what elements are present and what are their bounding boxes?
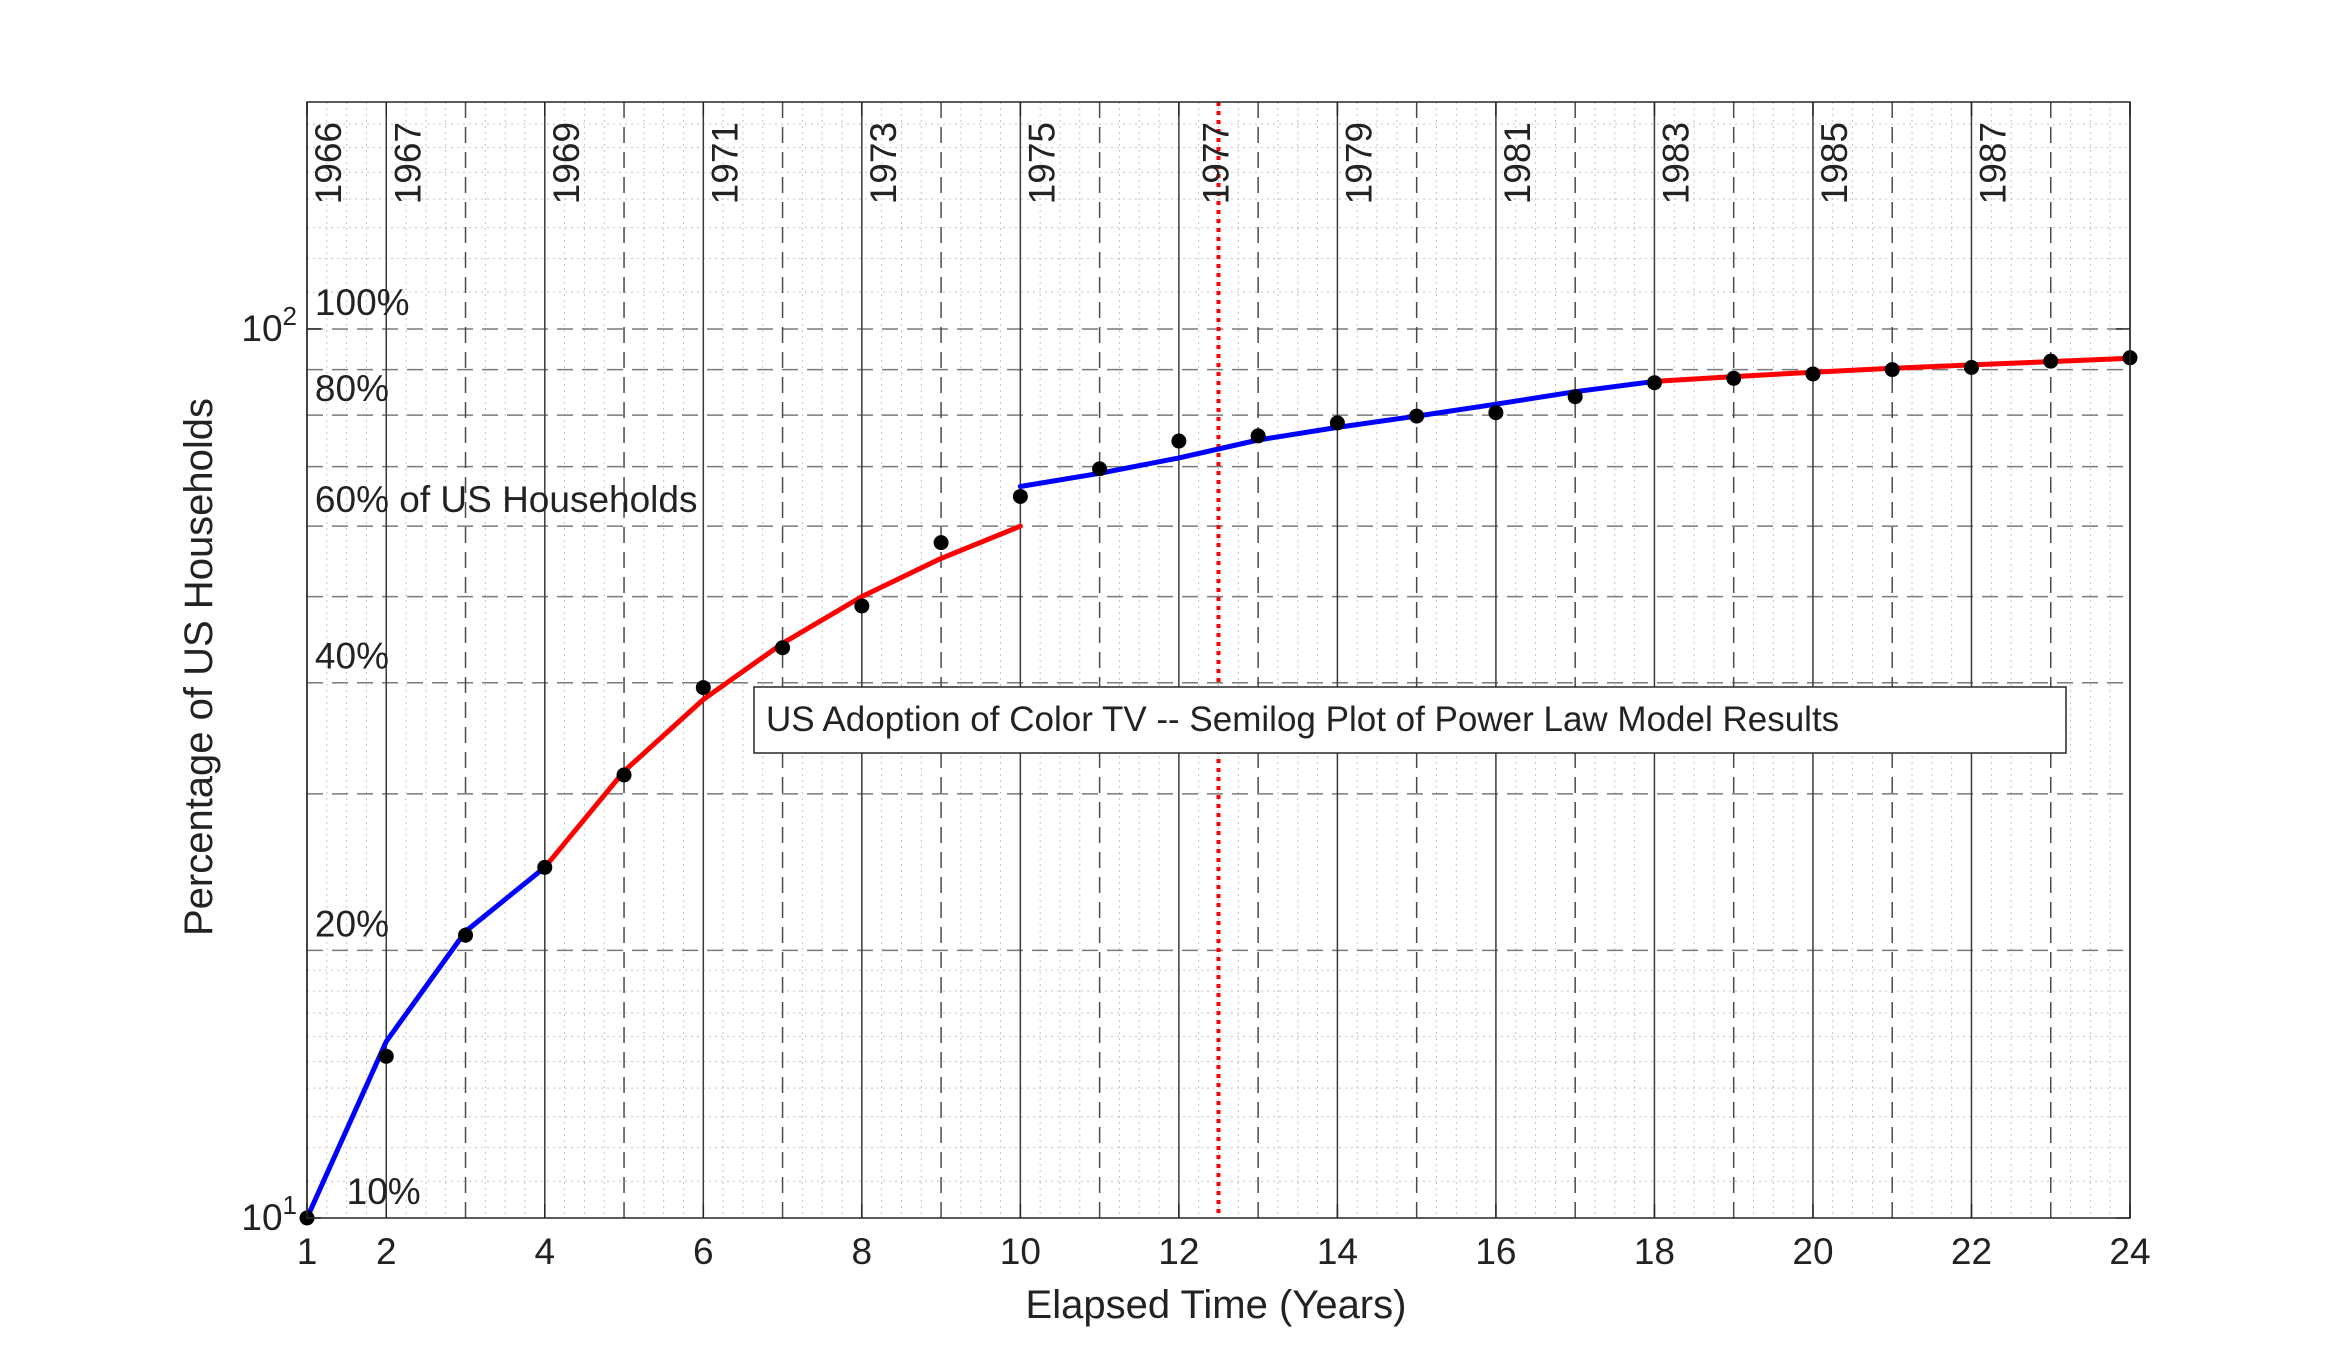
y-tick-base: 10 — [241, 1197, 282, 1238]
data-point — [1567, 389, 1583, 405]
percent-labels: 10% 20% 40% 60% of US Households 80% 100% — [315, 282, 698, 1212]
data-point — [1726, 370, 1742, 386]
x-axis-label: Elapsed Time (Years) — [1026, 1283, 1407, 1327]
legend-frame — [753, 686, 2067, 754]
y-tick-exponent: 2 — [283, 301, 297, 331]
year-label: 1987 — [1973, 122, 2014, 204]
x-tick-label: 1 — [297, 1231, 318, 1272]
x-tick-label: 24 — [2109, 1231, 2150, 1272]
percent-label: 20% — [315, 903, 389, 944]
x-tick-label: 16 — [1475, 1231, 1516, 1272]
plot-frame — [306, 101, 2131, 1219]
year-label: 1966 — [308, 122, 349, 204]
year-label: 1981 — [1497, 122, 1538, 204]
percent-label: 100% — [315, 282, 410, 323]
x-tick-label: 8 — [852, 1231, 873, 1272]
year-label: 1973 — [863, 122, 904, 204]
year-label: 1975 — [1021, 122, 1062, 204]
data-point — [1250, 428, 1266, 444]
data-point — [1171, 433, 1187, 449]
x-tick-label: 22 — [1951, 1231, 1992, 1272]
chart-title: US Adoption of Color TV -- Semilog Plot … — [766, 700, 1839, 739]
percent-label: 10% — [347, 1171, 421, 1212]
percent-label: 80% — [315, 368, 389, 409]
percent-label: 40% — [315, 636, 389, 677]
data-point — [378, 1048, 394, 1064]
x-tick-label: 4 — [534, 1231, 555, 1272]
year-label: 1985 — [1814, 122, 1855, 204]
y-tick-base: 10 — [241, 308, 282, 349]
data-point — [1884, 362, 1900, 378]
series-line — [304, 864, 548, 1221]
data-point — [1963, 359, 1979, 375]
year-labels: 1966 1967 1969 1971 1973 1975 1977 1979 1981 1983… — [308, 122, 2014, 204]
data-point — [854, 598, 870, 614]
y-tick-label: 102 — [241, 301, 297, 349]
data-point — [1092, 461, 1108, 477]
year-label: 1977 — [1196, 122, 1237, 204]
data-point — [2043, 353, 2059, 369]
data-point — [1488, 405, 1504, 421]
x-tick-label: 6 — [693, 1231, 714, 1272]
x-tick-label: 10 — [1000, 1231, 1041, 1272]
data-point — [1329, 415, 1345, 431]
x-tick-label: 14 — [1317, 1231, 1358, 1272]
x-tick-label: 18 — [1634, 1231, 1675, 1272]
percent-label: 60% of US Households — [315, 479, 698, 520]
data-point — [775, 640, 791, 656]
x-tick-label: 12 — [1158, 1231, 1199, 1272]
x-tick-label: 2 — [376, 1231, 397, 1272]
data-point — [933, 535, 949, 551]
year-label: 1971 — [704, 122, 745, 204]
points-layer — [299, 350, 2138, 1226]
data-point — [1805, 366, 1821, 382]
year-label: 1979 — [1338, 122, 1379, 204]
y-tick-label: 101 — [241, 1190, 297, 1238]
chart-title-legend: US Adoption of Color TV -- Semilog Plot … — [753, 686, 2067, 754]
data-point — [1012, 488, 1028, 504]
data-point — [616, 767, 632, 783]
data-point — [695, 680, 711, 696]
data-point — [1409, 408, 1425, 424]
data-point — [458, 927, 474, 943]
year-label: 1967 — [387, 122, 428, 204]
data-point — [537, 859, 553, 875]
y-tick-exponent: 1 — [283, 1190, 297, 1220]
data-point — [1646, 375, 1662, 391]
x-tick-label: 20 — [1792, 1231, 1833, 1272]
year-label: 1983 — [1655, 122, 1696, 204]
y-axis-label: Percentage of US Households — [177, 398, 221, 936]
year-label: 1969 — [546, 122, 587, 204]
